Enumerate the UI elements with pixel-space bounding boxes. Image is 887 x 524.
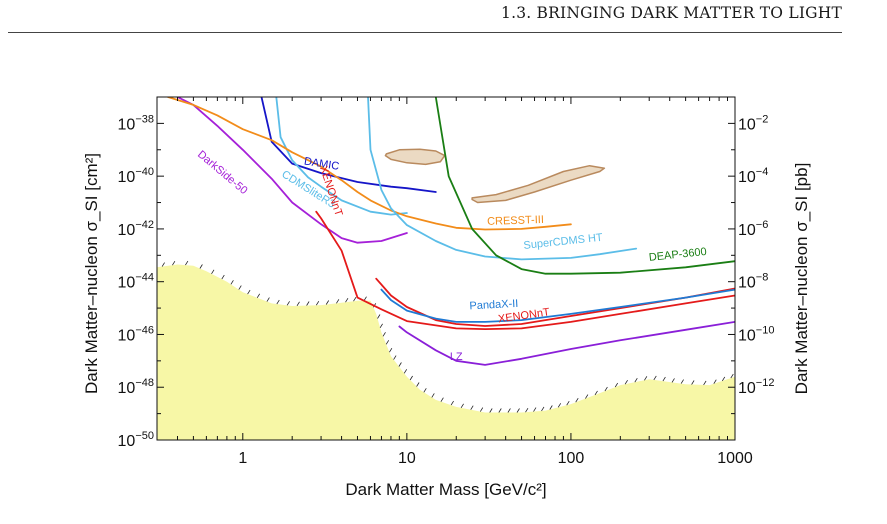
y-tick-label-m46-base: 10 bbox=[118, 327, 136, 344]
neutrino-floor-hatch bbox=[161, 260, 734, 413]
label-damic-0: DAMIC bbox=[303, 155, 340, 172]
signal-region-1 bbox=[384, 148, 446, 166]
label-supercdms-ht-6: SuperCDMS HT bbox=[523, 232, 604, 252]
plot-area bbox=[157, 97, 735, 440]
running-title: 1.3. BRINGING DARK MATTER TO LIGHT bbox=[501, 4, 842, 22]
x-tick-label-10: 10 bbox=[398, 450, 416, 467]
plot-frame bbox=[156, 96, 736, 441]
y-tick-label-m38: 10−38 bbox=[118, 113, 154, 133]
y-tick-label-m50-base: 10 bbox=[118, 433, 136, 450]
y-tick-label-m38-base: 10 bbox=[118, 116, 136, 133]
y-tick-label-m42-base: 10 bbox=[118, 222, 136, 239]
y-tick-label-m42: 10−42 bbox=[118, 219, 154, 239]
neutrino-floor-area bbox=[157, 264, 735, 440]
y-tick-label-m50-exp: −50 bbox=[135, 430, 154, 442]
y2-tick-label-m6-exp: −6 bbox=[756, 219, 769, 231]
y-tick-label-m44: 10−44 bbox=[118, 272, 154, 292]
label-pandax-ii-8: PandaX-II bbox=[469, 298, 518, 313]
label-lz-9: LZ bbox=[450, 351, 463, 363]
y-tick-label-m44-base: 10 bbox=[118, 275, 136, 292]
y2-tick-label-m8-base: 10 bbox=[738, 275, 756, 292]
y-tick-label-m46-exp: −46 bbox=[135, 324, 154, 336]
curve-damic-0 bbox=[260, 97, 437, 193]
x-axis-label: Dark Matter Mass [GeV/c²] bbox=[345, 480, 546, 499]
x-tick-label-100: 100 bbox=[558, 450, 585, 467]
label-darkside-50-1: DarkSide-50 bbox=[195, 149, 250, 197]
y2-tick-label-m2-exp: −2 bbox=[756, 113, 769, 125]
y-tick-label-m44-exp: −44 bbox=[135, 272, 154, 284]
y2-tick-label-m10: 10−10 bbox=[738, 324, 774, 344]
y2-tick-label-m2: 10−2 bbox=[738, 113, 768, 133]
curve-cresst-iii-3 bbox=[167, 97, 572, 231]
y2-tick-label-m10-exp: −10 bbox=[756, 324, 775, 336]
axis-ticks bbox=[156, 96, 736, 441]
y2-tick-label-m6: 10−6 bbox=[738, 219, 768, 239]
y2-tick-label-m6-base: 10 bbox=[738, 222, 756, 239]
y2-axis-label: Dark Matter–nucleon σ_SI [pb] bbox=[792, 163, 811, 395]
y-tick-label-m48: 10−48 bbox=[118, 377, 154, 397]
curve-darkside-50-1 bbox=[176, 97, 408, 244]
y-tick-label-m38-exp: −38 bbox=[135, 113, 154, 125]
curve-supercdms-ht-6 bbox=[367, 97, 638, 261]
y-axis-label: Dark Matter–nucleon σ_SI [cm²] bbox=[82, 153, 101, 394]
curve-xenonnt-5 bbox=[375, 277, 735, 327]
y2-tick-label-m2-base: 10 bbox=[738, 116, 756, 133]
y2-tick-label-m12-base: 10 bbox=[738, 380, 756, 397]
x-tick-label-1: 1 bbox=[238, 450, 247, 467]
y-tick-label-m40: 10−40 bbox=[118, 166, 154, 186]
y-tick-label-m50: 10−50 bbox=[118, 430, 154, 450]
signal-region-2 bbox=[471, 164, 606, 204]
y-tick-label-m40-exp: −40 bbox=[135, 166, 154, 178]
y2-tick-label-m12-exp: −12 bbox=[756, 377, 775, 389]
y-tick-label-m42-exp: −42 bbox=[135, 219, 154, 231]
running-header: 1.3. BRINGING DARK MATTER TO LIGHT bbox=[0, 0, 887, 46]
label-deap-3600-7: DEAP-3600 bbox=[648, 246, 707, 264]
x-tick-label-1000: 1000 bbox=[717, 450, 753, 467]
curve-xenonnt-4 bbox=[315, 210, 735, 330]
curve-pandax-ii-8 bbox=[380, 288, 735, 323]
y-tick-label-m40-base: 10 bbox=[118, 169, 136, 186]
y-tick-label-m48-base: 10 bbox=[118, 380, 136, 397]
y-tick-label-m48-exp: −48 bbox=[135, 377, 154, 389]
curve-lz-9 bbox=[398, 321, 735, 366]
y-tick-label-m46: 10−46 bbox=[118, 324, 154, 344]
y2-tick-label-m4-base: 10 bbox=[738, 169, 756, 186]
y2-tick-label-m12: 10−12 bbox=[738, 377, 774, 397]
y2-tick-label-m8-exp: −8 bbox=[756, 272, 769, 284]
curve-cdmsliter3-2 bbox=[275, 97, 408, 216]
y2-tick-label-m8: 10−8 bbox=[738, 272, 768, 292]
curve-deap-3600-7 bbox=[434, 97, 735, 275]
y2-tick-label-m4: 10−4 bbox=[738, 166, 768, 186]
label-cresst-iii-3: CRESST-III bbox=[487, 214, 544, 228]
header-rule bbox=[8, 32, 842, 33]
y2-tick-label-m10-base: 10 bbox=[738, 327, 756, 344]
y2-tick-label-m4-exp: −4 bbox=[756, 166, 769, 178]
